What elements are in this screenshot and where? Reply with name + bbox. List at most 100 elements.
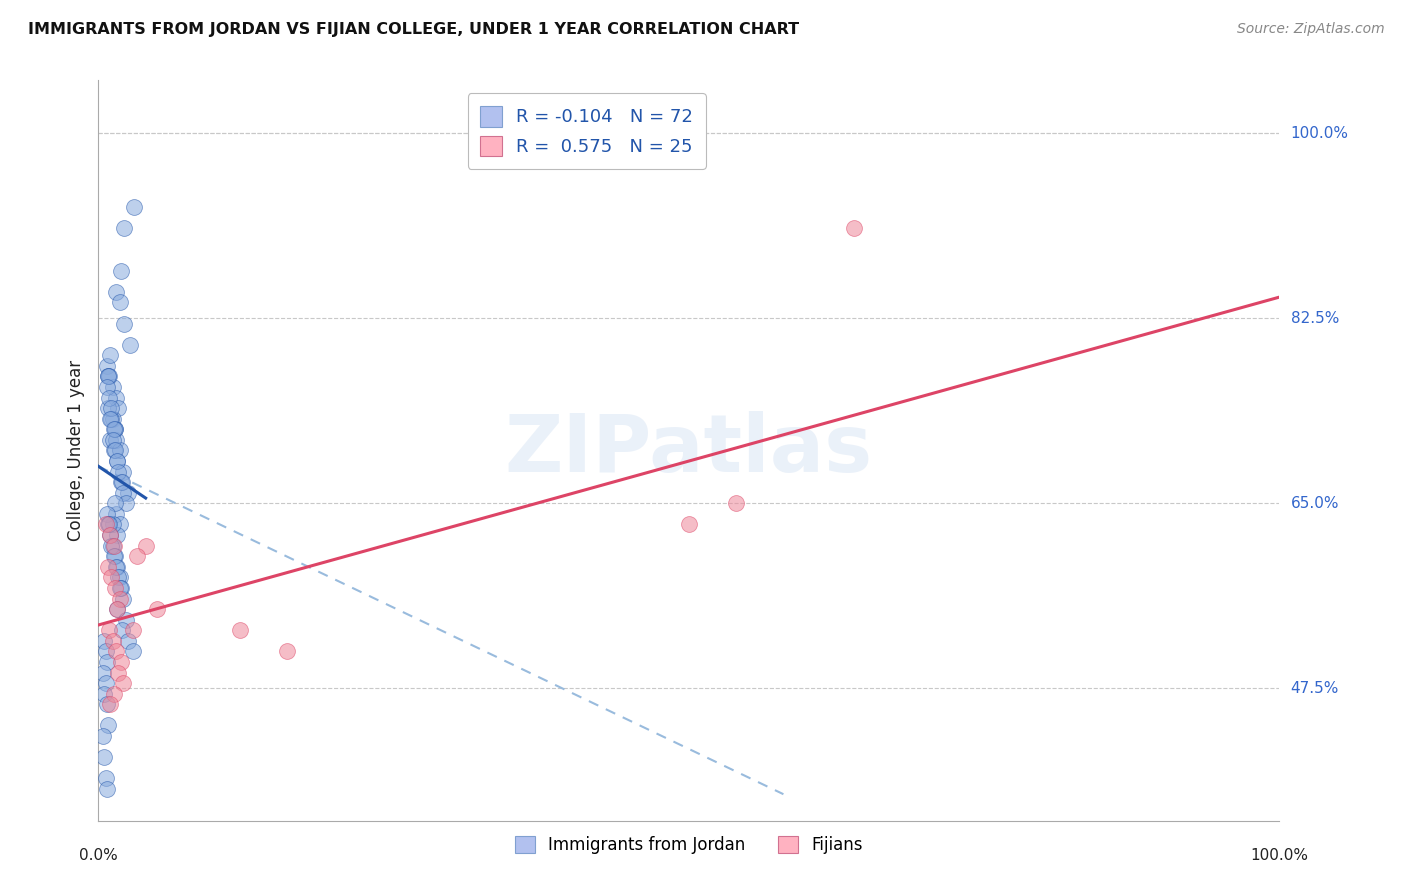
Text: 0.0%: 0.0% — [79, 848, 118, 863]
Point — [100, 411, 122, 425]
Point — [97, 517, 120, 532]
Point — [105, 602, 128, 616]
Point — [97, 401, 120, 416]
Point — [94, 772, 117, 786]
Point — [94, 517, 117, 532]
Point — [97, 559, 120, 574]
Text: 82.5%: 82.5% — [1291, 310, 1339, 326]
Point — [96, 781, 118, 796]
Point — [108, 517, 131, 532]
Point — [844, 221, 866, 235]
Point — [96, 359, 118, 373]
Text: 65.0%: 65.0% — [1291, 496, 1339, 511]
Point — [101, 517, 124, 532]
Point — [104, 496, 127, 510]
Point — [108, 570, 131, 584]
Point — [94, 644, 117, 658]
Point — [98, 528, 121, 542]
Point — [112, 221, 135, 235]
Point — [110, 475, 132, 490]
Point — [108, 591, 131, 606]
Point — [100, 570, 122, 584]
Point — [103, 687, 125, 701]
Y-axis label: College, Under 1 year: College, Under 1 year — [66, 359, 84, 541]
Point — [105, 507, 128, 521]
Point — [97, 369, 120, 384]
Text: 47.5%: 47.5% — [1291, 681, 1339, 696]
Point — [96, 698, 118, 712]
Point — [110, 581, 132, 595]
Text: ZIPatlas: ZIPatlas — [505, 411, 873, 490]
Point — [98, 369, 121, 384]
Point — [103, 443, 125, 458]
Text: 100.0%: 100.0% — [1250, 848, 1309, 863]
Point — [104, 422, 127, 436]
Point — [91, 665, 114, 680]
Point — [110, 655, 132, 669]
Point — [107, 570, 129, 584]
Point — [103, 549, 125, 564]
Point — [121, 624, 143, 638]
Point — [111, 475, 134, 490]
Point — [108, 295, 131, 310]
Point — [108, 581, 131, 595]
Point — [93, 750, 115, 764]
Point — [101, 539, 124, 553]
Point — [678, 517, 700, 532]
Point — [105, 644, 128, 658]
Point — [121, 644, 143, 658]
Point — [104, 549, 127, 564]
Point — [107, 401, 129, 416]
Point — [112, 676, 135, 690]
Point — [112, 591, 135, 606]
Point — [96, 380, 118, 394]
Point — [101, 633, 124, 648]
Text: Source: ZipAtlas.com: Source: ZipAtlas.com — [1237, 22, 1385, 37]
Point — [93, 687, 115, 701]
Point — [107, 465, 129, 479]
Point — [98, 528, 121, 542]
Point — [112, 485, 135, 500]
Point — [127, 549, 149, 564]
Point — [105, 528, 128, 542]
Point — [103, 422, 125, 436]
Point — [97, 718, 120, 732]
Point — [229, 624, 252, 638]
Point — [98, 517, 121, 532]
Point — [98, 698, 121, 712]
Point — [98, 624, 121, 638]
Point — [101, 433, 124, 447]
Point — [117, 485, 139, 500]
Point — [105, 454, 128, 468]
Point — [94, 676, 117, 690]
Point — [112, 317, 135, 331]
Point — [105, 602, 128, 616]
Point — [108, 443, 131, 458]
Point — [105, 559, 128, 574]
Point — [96, 507, 118, 521]
Point — [725, 496, 748, 510]
Point — [105, 391, 128, 405]
Point — [101, 411, 124, 425]
Point — [114, 496, 136, 510]
Point — [104, 422, 127, 436]
Point — [146, 602, 169, 616]
Point — [104, 581, 127, 595]
Point — [110, 263, 132, 277]
Point — [105, 285, 128, 299]
Point — [105, 559, 128, 574]
Text: 100.0%: 100.0% — [1291, 126, 1348, 141]
Point — [111, 624, 134, 638]
Point — [98, 433, 121, 447]
Text: IMMIGRANTS FROM JORDAN VS FIJIAN COLLEGE, UNDER 1 YEAR CORRELATION CHART: IMMIGRANTS FROM JORDAN VS FIJIAN COLLEGE… — [28, 22, 799, 37]
Point — [91, 729, 114, 743]
Point — [98, 348, 121, 362]
Point — [105, 454, 128, 468]
Point — [96, 655, 118, 669]
Point — [98, 411, 121, 425]
Point — [120, 337, 142, 351]
Point — [101, 380, 124, 394]
Point — [276, 644, 298, 658]
Point — [112, 465, 135, 479]
Point — [107, 665, 129, 680]
